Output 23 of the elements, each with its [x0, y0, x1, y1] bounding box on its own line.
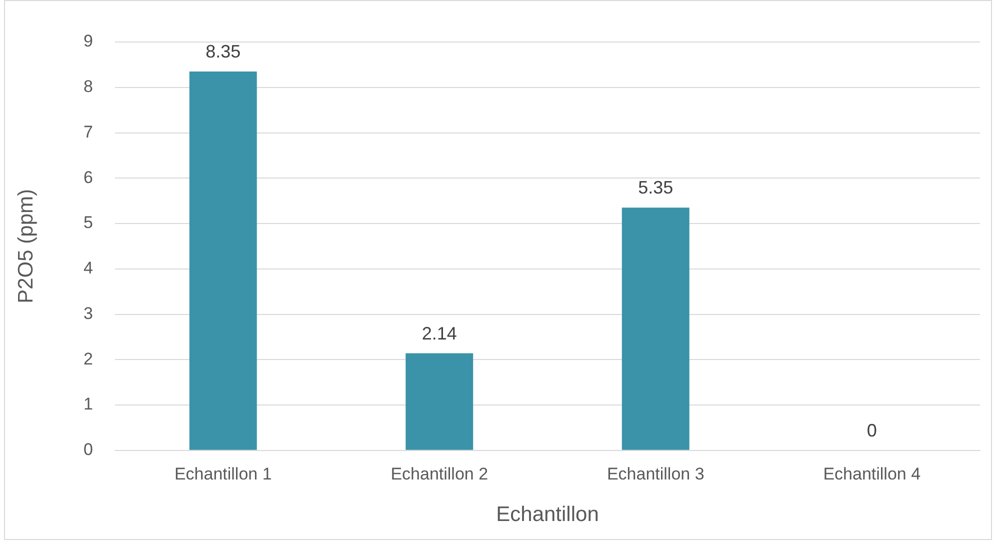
data-label: 8.35 — [206, 41, 241, 62]
y-tick-label: 4 — [84, 258, 93, 278]
y-tick-label: 0 — [84, 440, 93, 460]
y-tick-label: 7 — [84, 122, 93, 142]
data-label: 0 — [866, 420, 877, 440]
bar — [189, 71, 257, 450]
y-tick-label: 3 — [84, 304, 93, 323]
x-tick-label: Echantillon 2 — [390, 464, 488, 484]
y-tick-label: 6 — [84, 168, 93, 187]
x-tick-label: Echantillon 4 — [823, 464, 921, 484]
y-tick-label: 8 — [84, 77, 93, 96]
x-tick-label: Echantillon 3 — [606, 464, 704, 484]
data-label: 2.14 — [422, 323, 457, 344]
bar — [622, 208, 690, 450]
y-tick-label: 1 — [84, 394, 93, 414]
x-axis-title: Echantillon — [496, 503, 599, 526]
x-tick-label: Echantillon 1 — [174, 464, 272, 484]
data-label: 5.35 — [638, 178, 674, 198]
y-tick-label: 5 — [84, 213, 93, 232]
y-tick-label: 9 — [84, 32, 93, 51]
bar — [406, 353, 474, 450]
y-axis-title: P2O5 (ppm) — [14, 189, 38, 304]
y-tick-label: 2 — [84, 349, 93, 368]
